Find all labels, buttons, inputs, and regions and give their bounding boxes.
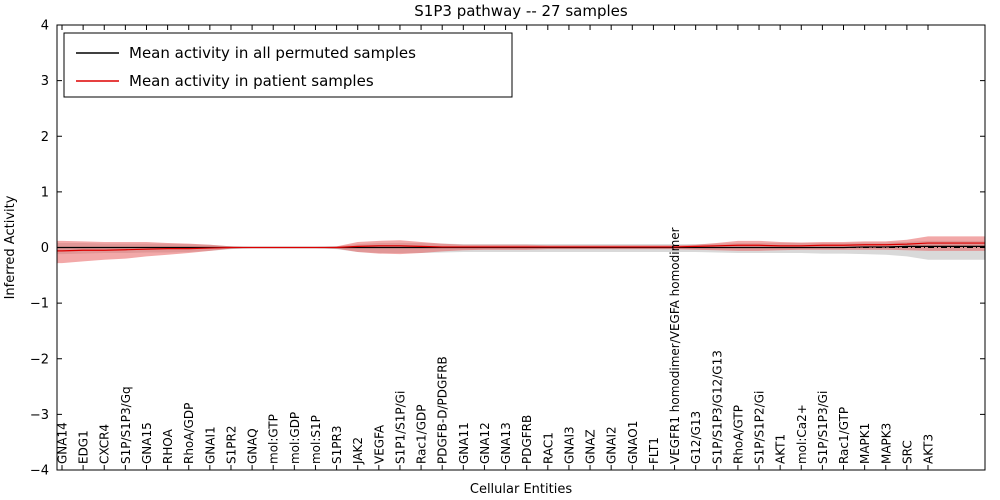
x-tick-label: JAK2: [351, 437, 365, 465]
x-tick-label: RHOA: [161, 428, 175, 464]
x-tick-label: EDG1: [77, 430, 91, 464]
legend-entry-label: Mean activity in patient samples: [129, 72, 374, 90]
y-tick-label: 4: [41, 19, 49, 34]
x-tick-label: PDGFRB: [520, 415, 534, 464]
patient-mean-line: [57, 242, 985, 252]
y-tick-label: 2: [41, 130, 49, 145]
x-tick-label: S1P/S1P2/Gi: [753, 391, 767, 464]
x-tick-label: G12/G13: [689, 411, 703, 464]
x-tick-label: mol:GDP: [288, 412, 302, 464]
x-tick-label: S1P/S1P3/Gq: [119, 386, 133, 464]
y-tick-label: 0: [41, 241, 49, 256]
y-tick-label: 3: [41, 74, 49, 89]
x-tick-label: VEGFR1 homodimer/VEGFA homodimer: [668, 227, 682, 464]
x-tick-label: S1P/S1P3/G12/G13: [710, 350, 724, 464]
x-tick-label: RAC1: [541, 432, 555, 464]
x-tick-label: Rac1/GTP: [837, 407, 851, 464]
legend-entry-label: Mean activity in all permuted samples: [129, 44, 416, 62]
y-tick-label: −4: [30, 464, 49, 479]
x-tick-label: RhoA/GTP: [731, 405, 745, 464]
x-tick-label: mol:Ca2+: [795, 404, 809, 464]
x-tick-label: PDGFB-D/PDGFRB: [436, 356, 450, 464]
x-tick-label: mol:GTP: [267, 414, 281, 464]
x-tick-label: GNAQ: [246, 428, 260, 464]
y-tick-label: 1: [41, 185, 49, 200]
x-tick-label: Rac1/GDP: [415, 405, 429, 464]
x-tick-label: RhoA/GDP: [182, 403, 196, 464]
y-tick-label: −2: [30, 352, 49, 367]
x-tick-label: FLT1: [647, 437, 661, 464]
x-tick-label: GNAI3: [562, 426, 576, 464]
x-tick-label: GNA15: [140, 422, 154, 464]
x-axis-label: Cellular Entities: [470, 482, 572, 497]
x-tick-label: GNAZ: [584, 429, 598, 464]
x-tick-label: mol:S1P: [309, 415, 323, 464]
y-axis-label: Inferred Activity: [3, 195, 18, 299]
x-tick-label: GNAI2: [605, 426, 619, 464]
x-tick-label: AKT3: [922, 434, 936, 464]
x-tick-label: CXCR4: [98, 424, 112, 464]
x-tick-label: S1P1/S1P/Gi: [393, 391, 407, 464]
x-tick-label: VEGFA: [372, 424, 386, 464]
chart-title: S1P3 pathway -- 27 samples: [414, 2, 628, 20]
x-tick-label: SRC: [900, 440, 914, 464]
x-tick-label: GNA14: [56, 422, 70, 464]
x-tick-label: S1PR2: [224, 426, 238, 464]
x-tick-label: S1P/S1P3/Gi: [816, 391, 830, 464]
patient-confidence-band: [57, 236, 985, 264]
x-tick-label: GNAI1: [203, 426, 217, 464]
x-tick-label: S1PR3: [330, 426, 344, 464]
x-tick-label: AKT1: [774, 434, 788, 464]
x-tick-label: GNA13: [499, 422, 513, 464]
y-tick-label: −1: [30, 297, 49, 312]
x-tick-label: GNA12: [478, 422, 492, 464]
x-tick-label: GNA11: [457, 422, 471, 464]
y-tick-label: −3: [30, 408, 49, 423]
legend-box: [63, 32, 513, 98]
x-tick-label: GNAO1: [626, 421, 640, 464]
x-tick-label: MAPK3: [879, 423, 893, 464]
x-tick-label: MAPK1: [858, 423, 872, 464]
